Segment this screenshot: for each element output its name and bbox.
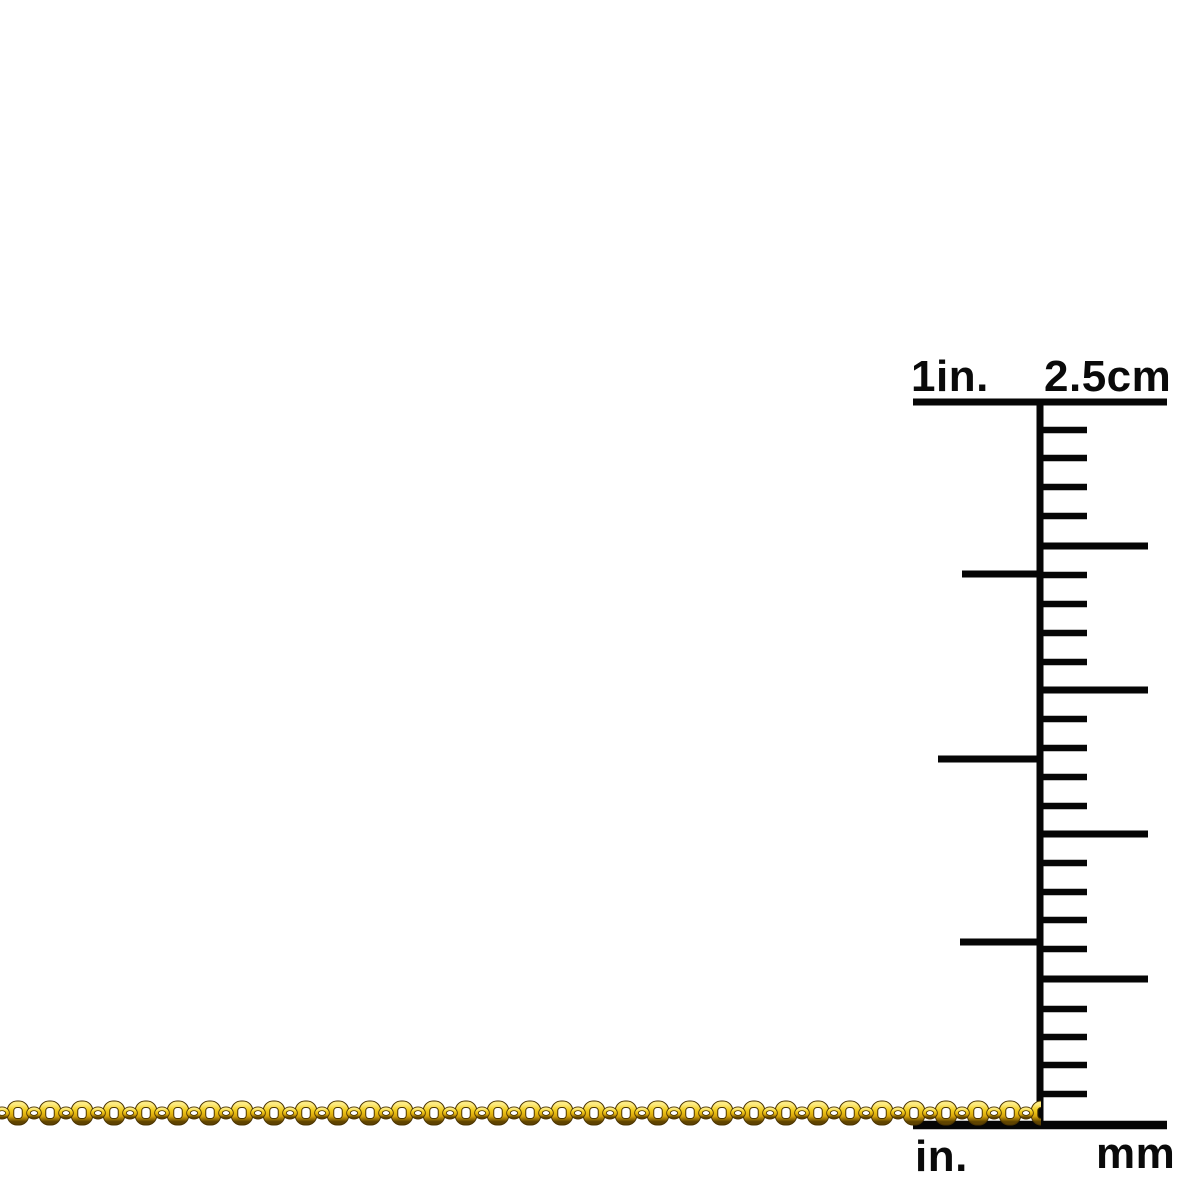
ruler: 1in. 2.5cm in. mm [911,352,1175,1181]
label-top-cm: 2.5cm [1044,352,1171,401]
label-top-inch: 1in. [911,352,989,401]
gold-chain-links [0,1099,1041,1127]
label-bottom-inch: in. [915,1132,968,1181]
gold-chain [0,1099,1041,1127]
inch-ticks [938,570,1043,946]
label-bottom-mm: mm [1096,1129,1175,1178]
mm-ticks [1040,426,1148,1098]
